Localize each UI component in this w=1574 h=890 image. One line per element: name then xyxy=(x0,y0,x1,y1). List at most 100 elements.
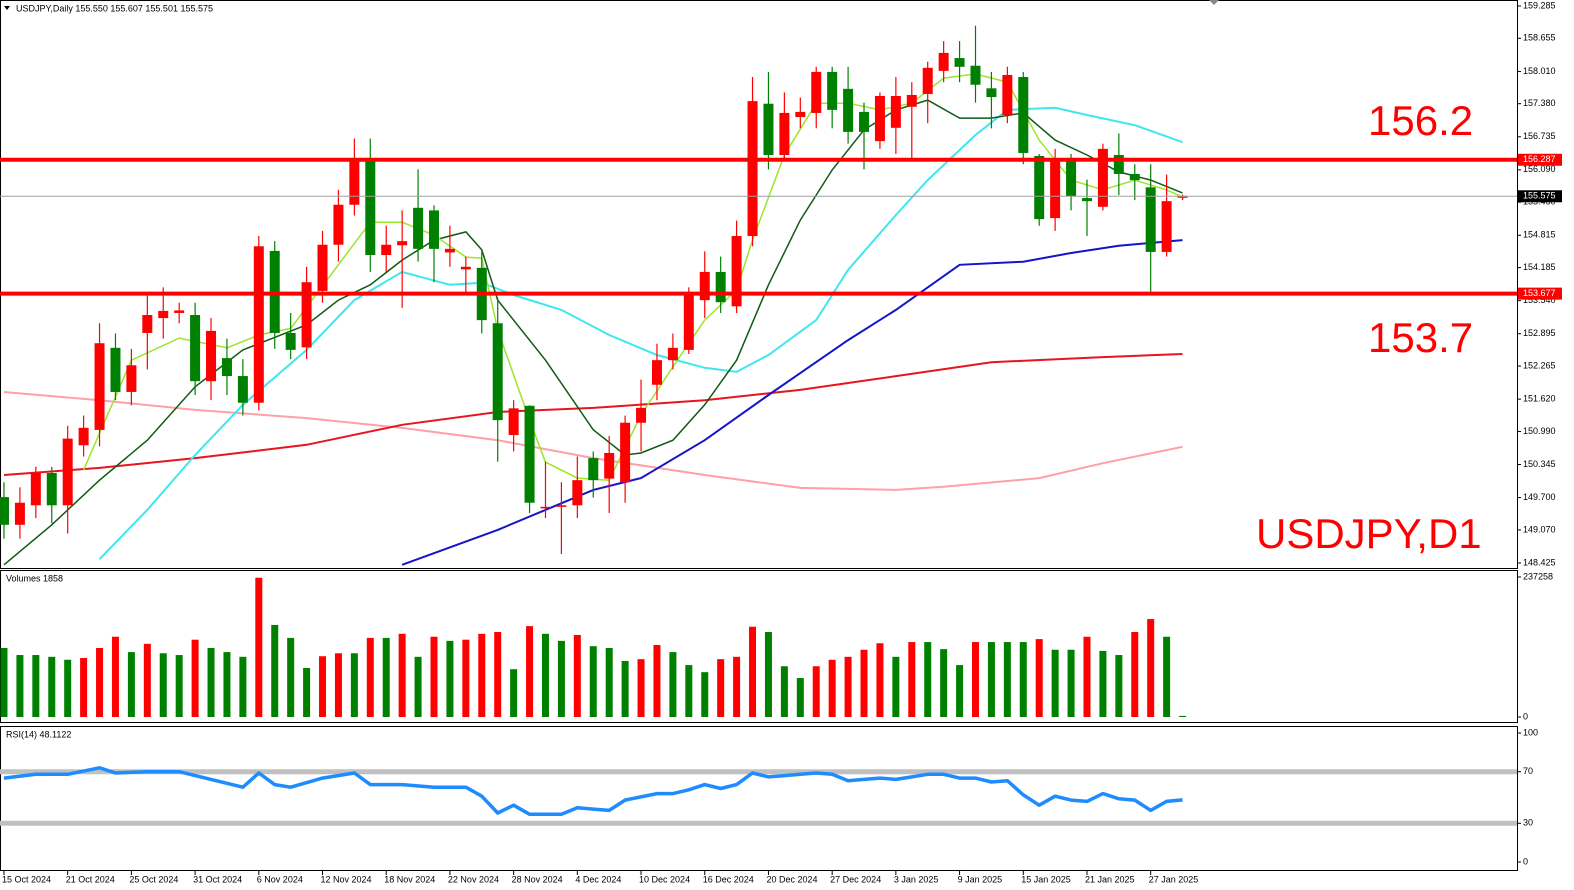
volume-bar xyxy=(1179,715,1187,717)
volume-bar xyxy=(111,636,119,717)
y-tick-label: 148.425 xyxy=(1523,557,1556,567)
volume-title: Volumes 1858 xyxy=(6,573,63,583)
volume-bar xyxy=(287,637,295,717)
y-tick-label: 0 xyxy=(1523,856,1528,866)
volume-bar xyxy=(1067,649,1075,717)
rsi-plot xyxy=(0,766,1517,826)
volume-bar xyxy=(382,637,390,717)
level-box xyxy=(1518,287,1562,300)
x-tick-label: 10 Dec 2024 xyxy=(639,874,690,884)
moving-average xyxy=(3,99,1183,566)
volume-bar xyxy=(96,647,104,717)
candle-body xyxy=(285,332,296,350)
candle-body xyxy=(381,244,392,256)
candle-body xyxy=(1050,158,1061,219)
candle-body xyxy=(126,365,137,392)
volume-bar xyxy=(32,655,40,717)
level-label: 156.287 xyxy=(1523,154,1556,164)
volume-bar xyxy=(478,633,486,717)
main-pane xyxy=(0,0,1518,569)
volume-bar xyxy=(223,652,231,717)
candle-body xyxy=(1177,196,1188,198)
y-tick-label: 154.185 xyxy=(1523,262,1556,272)
candle-body xyxy=(46,472,57,506)
x-tick-label: 3 Jan 2025 xyxy=(894,874,939,884)
candle-body xyxy=(699,271,710,301)
candle-body xyxy=(1066,158,1077,197)
y-tick-label: 154.815 xyxy=(1523,230,1556,240)
y-tick-label: 152.265 xyxy=(1523,360,1556,370)
volume-bar xyxy=(414,656,422,717)
candle-body xyxy=(30,472,41,506)
chart-title: USDJPY,Daily 155.550 155.607 155.501 155… xyxy=(16,3,213,13)
candle-body xyxy=(1161,201,1172,252)
candle-body xyxy=(651,360,662,385)
volume-bar xyxy=(1147,619,1155,717)
y-tick-label: 150.990 xyxy=(1523,426,1556,436)
candle-body xyxy=(1034,156,1045,220)
y-tick-label: 152.895 xyxy=(1523,328,1556,338)
x-tick-label: 22 Nov 2024 xyxy=(448,874,499,884)
volume-bar xyxy=(860,649,868,717)
volume-bar xyxy=(207,647,215,717)
volume-bar xyxy=(510,669,518,717)
candle-body xyxy=(317,244,328,291)
candle-body xyxy=(843,88,854,132)
volume-bar xyxy=(303,668,311,717)
menu-arrow[interactable] xyxy=(4,6,10,10)
volume-bar xyxy=(48,656,56,717)
candle-body xyxy=(110,347,121,392)
candle-body xyxy=(970,65,981,85)
volume-bar xyxy=(430,636,438,717)
candle-body xyxy=(811,71,822,113)
annotation: 156.2 xyxy=(1368,97,1473,144)
volume-bar xyxy=(749,626,757,717)
volume-bar xyxy=(462,639,470,717)
candle-body xyxy=(795,111,806,118)
volume-bar xyxy=(398,633,406,717)
candle-body xyxy=(747,101,758,237)
moving-average xyxy=(98,106,1183,560)
volume-bar xyxy=(669,652,677,717)
volume-bar xyxy=(796,678,804,717)
candle-body xyxy=(237,376,248,403)
candle-body xyxy=(986,88,997,98)
volume-bar xyxy=(1019,642,1027,717)
candle-body xyxy=(428,210,439,249)
volume-bar xyxy=(64,659,72,717)
volume-bar xyxy=(446,640,454,717)
y-tick-label: 237258 xyxy=(1523,571,1553,581)
y-tick-label: 156.735 xyxy=(1523,131,1556,141)
volume-bar xyxy=(924,642,932,717)
y-tick-label: 153.540 xyxy=(1523,295,1556,305)
y-tick-label: 151.620 xyxy=(1523,394,1556,404)
volume-bar xyxy=(366,637,374,717)
candle-body xyxy=(827,71,838,110)
candle-body xyxy=(620,422,631,483)
x-tick-label: 21 Oct 2024 xyxy=(66,874,115,884)
volume-bar xyxy=(159,653,167,717)
x-tick-label: 28 Nov 2024 xyxy=(512,874,563,884)
x-tick-label: 9 Jan 2025 xyxy=(958,874,1003,884)
volume-bar xyxy=(1115,655,1123,717)
y-tick-label: 149.070 xyxy=(1523,524,1556,534)
rsi-title: RSI(14) 48.1122 xyxy=(6,729,71,739)
volume-bar xyxy=(0,647,8,717)
volume-bar xyxy=(653,645,661,717)
main-plot xyxy=(0,25,1517,566)
candle-body xyxy=(492,323,503,421)
moving-average xyxy=(3,391,1183,491)
y-tick-label: 0 xyxy=(1523,711,1528,721)
candle-body xyxy=(190,315,201,382)
candle-body xyxy=(349,160,360,205)
moving-average xyxy=(3,353,1183,476)
candle-body xyxy=(1097,148,1108,207)
volume-pane xyxy=(0,570,1518,723)
candle-body xyxy=(890,96,901,128)
candle-body xyxy=(78,427,89,446)
annotation: USDJPY,D1 xyxy=(1256,510,1482,557)
candle-body xyxy=(301,282,312,348)
x-tick-label: 21 Jan 2025 xyxy=(1085,874,1135,884)
y-tick-label: 158.010 xyxy=(1523,66,1556,76)
